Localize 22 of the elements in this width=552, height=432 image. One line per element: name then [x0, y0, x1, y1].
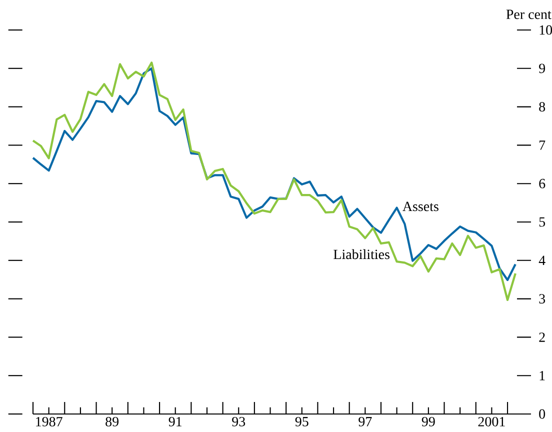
y-tick-label: 1	[540, 370, 545, 380]
x-tick-label: 89	[106, 416, 119, 426]
y-tick-label: 10	[540, 25, 552, 35]
y-tick-label: 7	[540, 140, 546, 150]
x-tick-label: 93	[232, 416, 246, 426]
y-tick-label: 8	[539, 102, 546, 112]
x-tick-label: 2001	[478, 416, 505, 426]
x-tick-label: 99	[422, 416, 435, 426]
y-tick-label: 6	[539, 178, 546, 188]
y-axis-title: Per cent	[506, 10, 552, 20]
y-tick-label: 9	[539, 64, 546, 74]
y-tick-label: 4	[538, 256, 546, 266]
y-tick-label: 5	[539, 217, 546, 227]
x-tick-label: 1987	[36, 416, 62, 426]
x-tick-label: 97	[358, 416, 372, 426]
series-label: Liabilities	[334, 249, 390, 260]
series-label: Assets	[402, 202, 438, 212]
y-tick-label: 2	[539, 332, 545, 342]
x-tick-label: 91	[168, 416, 182, 426]
y-tick-label: 3	[539, 294, 546, 304]
x-tick-label: 95	[295, 416, 308, 426]
y-tick-label: 0	[539, 409, 546, 419]
